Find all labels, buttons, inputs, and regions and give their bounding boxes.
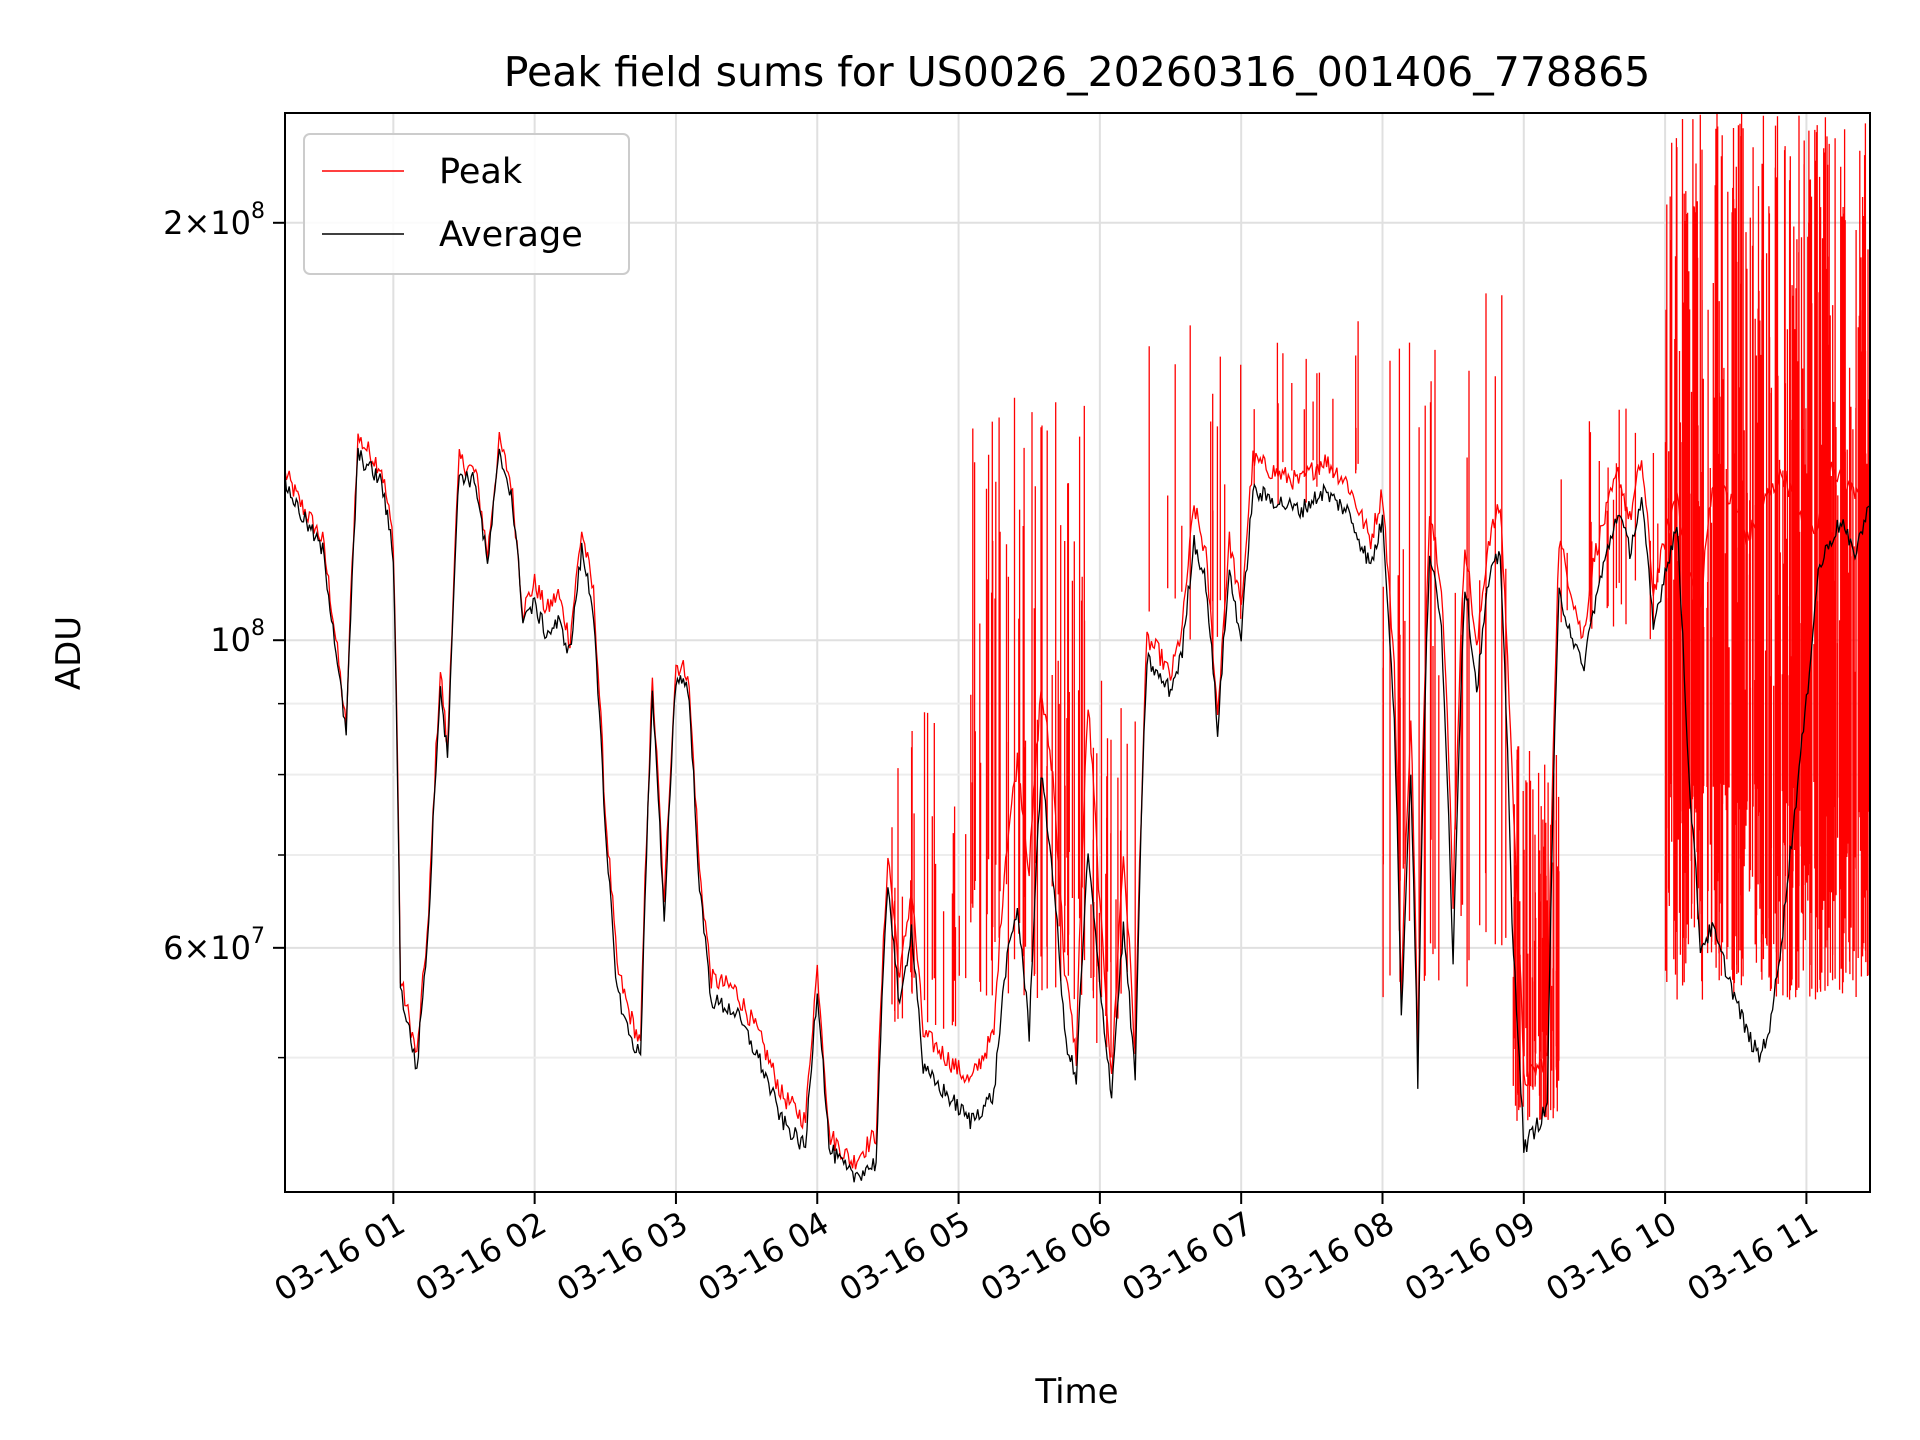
y-axis-label: ADU — [49, 616, 89, 690]
plot-area — [285, 113, 1870, 1183]
series-line-peak — [285, 432, 1870, 1170]
y-tick-label: 6×107 — [163, 924, 265, 967]
y-axis: 6×107 108 2×108 — [163, 199, 285, 1059]
legend-label-average: Average — [439, 215, 583, 255]
y-tick-label: 2×108 — [163, 199, 265, 242]
legend-label-peak: Peak — [439, 152, 523, 192]
plot-frame — [284, 112, 1871, 1193]
series-average — [285, 447, 1870, 1183]
chart-title: Peak field sums for US0026_20260316_0014… — [504, 48, 1651, 96]
legend: Peak Average — [303, 133, 630, 275]
legend-box — [303, 133, 630, 275]
series-peak — [285, 113, 1870, 1170]
series-line-average — [285, 447, 1870, 1183]
x-axis-label: Time — [1034, 1372, 1118, 1412]
peak-spikes — [891, 113, 1870, 1121]
y-tick-label: 108 — [210, 616, 265, 659]
